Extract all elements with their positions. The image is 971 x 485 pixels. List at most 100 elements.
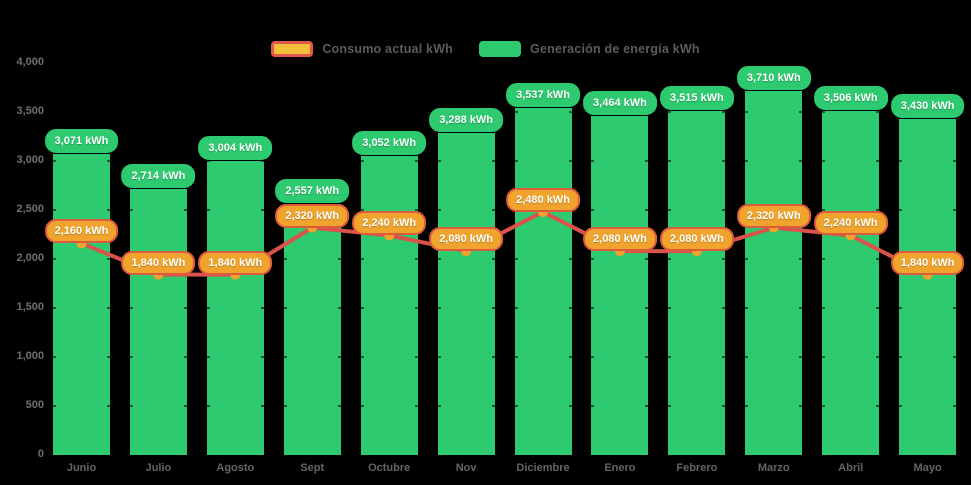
- gridline-notch: [591, 356, 595, 358]
- gridline-notch: [53, 307, 56, 309]
- gridline-notch: [876, 209, 880, 211]
- gridline-notch: [491, 209, 495, 211]
- gridline-notch: [491, 356, 495, 358]
- generation-value-badge: 2,714 kWh: [121, 164, 196, 189]
- gridline-notch: [491, 405, 495, 407]
- gridline-notch: [876, 356, 880, 358]
- gridline-notch: [414, 356, 418, 358]
- gridline-notch: [183, 307, 187, 309]
- gridline-notch: [568, 307, 572, 309]
- gridline-notch: [260, 405, 264, 407]
- generation-legend-marker-icon: [479, 41, 522, 57]
- gridline-notch: [645, 209, 649, 211]
- gridline-notch: [107, 307, 110, 309]
- x-axis-label: Mayo: [913, 462, 942, 474]
- generation-bar[interactable]: [745, 91, 803, 455]
- gridline-notch: [876, 307, 880, 309]
- gridline-notch: [591, 307, 595, 309]
- generation-bar[interactable]: [53, 154, 110, 455]
- x-axis-label: Sept: [300, 462, 325, 474]
- consumption-value-badge: 2,320 kWh: [736, 203, 811, 228]
- gridline-notch: [876, 258, 880, 260]
- generation-bar[interactable]: [514, 108, 572, 455]
- generation-bar[interactable]: [129, 189, 187, 455]
- gridline-notch: [183, 405, 187, 407]
- gridline-notch: [899, 160, 903, 162]
- generation-bar[interactable]: [437, 132, 495, 455]
- gridline-notch: [53, 356, 56, 358]
- gridline-notch: [568, 356, 572, 358]
- generation-value-badge: 3,288 kWh: [429, 107, 503, 132]
- gridline-notch: [745, 356, 749, 358]
- gridline-notch: [206, 160, 210, 162]
- gridline-notch: [414, 209, 418, 211]
- gridline-notch: [360, 209, 364, 211]
- gridline-notch: [822, 405, 826, 407]
- generation-bar[interactable]: [591, 115, 649, 455]
- gridline-notch: [514, 111, 518, 113]
- generation-value-badge: 3,506 kWh: [813, 86, 888, 111]
- gridline-notch: [668, 209, 672, 211]
- legend-item-generation[interactable]: Generación de energía kWh: [479, 41, 700, 57]
- gridline-notch: [953, 405, 957, 407]
- gridline-notch: [283, 356, 287, 358]
- gridline-notch: [283, 258, 287, 260]
- gridline-notch: [568, 258, 572, 260]
- gridline-notch: [337, 356, 341, 358]
- gridline-notch: [799, 111, 803, 113]
- y-axis-label: 2,000: [16, 252, 44, 264]
- gridline-notch: [799, 307, 803, 309]
- gridline-notch: [953, 356, 957, 358]
- gridline-notch: [206, 356, 210, 358]
- x-axis-label: Diciembre: [516, 462, 570, 474]
- gridline-notch: [260, 307, 264, 309]
- gridline-notch: [360, 160, 364, 162]
- gridline-notch: [722, 307, 726, 309]
- gridline-notch: [414, 258, 418, 260]
- y-axis-label: 2,500: [16, 203, 44, 215]
- gridline-notch: [745, 160, 749, 162]
- x-axis-label: Agosto: [216, 462, 255, 474]
- gridline-notch: [337, 307, 341, 309]
- gridline-notch: [722, 160, 726, 162]
- gridline-notch: [53, 209, 56, 211]
- generation-value-badge: 3,052 kWh: [352, 130, 427, 155]
- gridline-notch: [722, 356, 726, 358]
- generation-bar[interactable]: [283, 204, 341, 455]
- consumption-value-badge: 2,240 kWh: [352, 211, 427, 236]
- x-axis-label: Marzo: [757, 462, 790, 474]
- gridline-notch: [799, 258, 803, 260]
- consumption-value-badge: 2,160 kWh: [44, 219, 119, 244]
- gridline-notch: [822, 111, 826, 113]
- gridline-notch: [360, 258, 364, 260]
- legend-item-consumption[interactable]: Consumo actual kWh: [271, 41, 453, 57]
- generation-bar[interactable]: [206, 160, 264, 455]
- x-axis-label: Julio: [145, 462, 172, 474]
- gridline-notch: [668, 160, 672, 162]
- gridline-notch: [822, 307, 826, 309]
- generation-legend-label: Generación de energía kWh: [530, 42, 700, 56]
- gridline-notch: [822, 258, 826, 260]
- gridline-notch: [107, 356, 110, 358]
- gridline-notch: [437, 258, 441, 260]
- gridline-notch: [799, 356, 803, 358]
- gridline-notch: [591, 405, 595, 407]
- gridline-notch: [668, 258, 672, 260]
- generation-bar[interactable]: [360, 155, 418, 455]
- generation-bar[interactable]: [899, 118, 957, 455]
- x-axis-label: Febrero: [676, 462, 718, 474]
- consumption-legend-label: Consumo actual kWh: [322, 42, 454, 56]
- gridline-notch: [107, 209, 110, 211]
- x-axis-label: Nov: [455, 462, 477, 474]
- gridline-notch: [799, 160, 803, 162]
- gridline-notch: [260, 160, 264, 162]
- generation-value-badge: 3,537 kWh: [506, 83, 580, 108]
- generation-bar[interactable]: [668, 110, 726, 455]
- gridline-notch: [437, 209, 441, 211]
- gridline-notch: [491, 307, 495, 309]
- gridline-notch: [722, 258, 726, 260]
- generation-bar[interactable]: [822, 111, 880, 455]
- gridline-notch: [337, 258, 341, 260]
- consumption-value-badge: 1,840 kWh: [198, 250, 273, 275]
